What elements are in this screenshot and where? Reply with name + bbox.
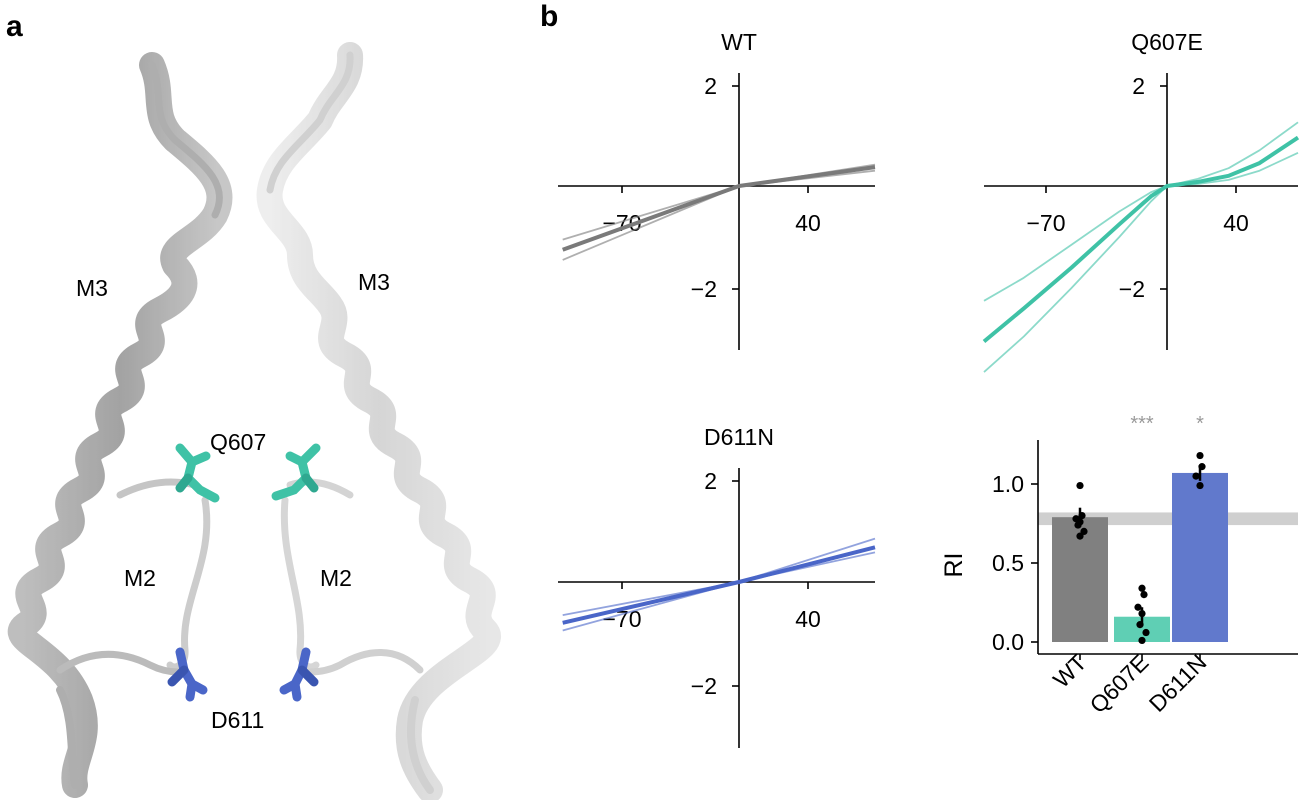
m3-right-label: M3 [358, 269, 390, 295]
panel-a: a [6, 10, 501, 800]
iv-mean-line [562, 165, 876, 252]
q607-label: Q607 [210, 429, 266, 455]
y-tick-label: −2 [1119, 276, 1145, 302]
panel-a-letter: a [6, 10, 23, 43]
data-point [1138, 636, 1146, 645]
d611-label: D611 [211, 707, 264, 733]
data-point [1196, 451, 1204, 460]
m2-right-label: M2 [320, 565, 352, 591]
category-label: WT [1048, 649, 1092, 693]
data-point [1080, 527, 1088, 536]
significance-marker: * [1196, 413, 1204, 435]
data-point [1076, 481, 1084, 490]
iv-bound-line [562, 163, 876, 261]
d611-residue-right [279, 647, 319, 702]
category-label: D611N [1144, 649, 1212, 717]
data-point [1142, 628, 1150, 637]
iv-bound-line [983, 151, 1299, 302]
data-point [1138, 584, 1146, 592]
plot-title: D611N [704, 424, 774, 450]
iv-bound-line [983, 121, 1299, 373]
y-tick-label: 0.0 [992, 629, 1024, 655]
data-point [1136, 621, 1144, 629]
data-point [1134, 603, 1142, 611]
y-tick-label: 2 [704, 468, 717, 494]
y-tick-label: −2 [691, 276, 717, 302]
data-point [1198, 463, 1206, 471]
bar-d611n [1172, 472, 1228, 642]
data-point [1196, 481, 1204, 490]
x-tick-label: 40 [1223, 210, 1249, 236]
data-point [1192, 472, 1200, 480]
plot-title: Q607E [1131, 29, 1203, 55]
m2-left-label: M2 [124, 565, 156, 591]
left-subunit-structure [8, 52, 233, 798]
data-point [1138, 609, 1146, 618]
d611-residue-left [167, 647, 208, 702]
y-tick-label: −2 [691, 673, 717, 699]
x-tick-label: 40 [795, 606, 821, 632]
plot-title: WT [721, 29, 757, 55]
right-subunit-structure [256, 42, 501, 800]
m3-left-label: M3 [76, 275, 108, 301]
y-tick-label: 2 [704, 73, 717, 99]
iv-plot-d611n: D611N−70 402−2 [558, 424, 876, 748]
significance-marker: *** [1130, 413, 1154, 435]
y-axis-label: RI [940, 553, 968, 578]
category-label: Q607E [1085, 649, 1154, 718]
ri-bar-chart: WT *** Q607E * D611N 0.0 0.5 1.0 RI [940, 413, 1298, 718]
iv-plot-q607e: Q607E −70 40 2 −2 [982, 29, 1300, 373]
q607-residue-left [175, 443, 220, 503]
data-point [1076, 532, 1084, 540]
panel-b-letter: b [540, 0, 558, 33]
iv-bound-line [562, 551, 876, 616]
iv-plot-wt: WT−70 402−2 [558, 29, 876, 350]
data-point [1078, 511, 1086, 520]
data-point [1074, 521, 1082, 529]
x-tick-label: 40 [795, 210, 821, 236]
y-tick-label: 2 [1132, 73, 1145, 99]
data-point [1140, 591, 1148, 599]
x-tick-label: −70 [1026, 210, 1065, 236]
q607-residue-right [271, 443, 321, 501]
iv-mean-line [982, 135, 1300, 344]
y-tick-label: 0.5 [992, 550, 1024, 576]
y-tick-label: 1.0 [992, 471, 1024, 497]
iv-bound-line [562, 537, 876, 632]
